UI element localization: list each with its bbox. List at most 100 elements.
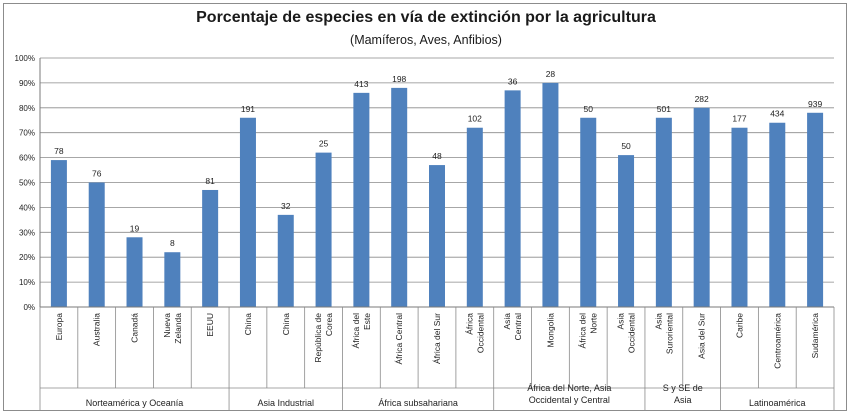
y-tick-label: 70%	[19, 129, 35, 138]
category-label: AsiaCentral	[502, 313, 523, 341]
category-label-line: Centroamérica	[772, 313, 782, 369]
group-label: África del Norte, Asia Occidental y Centr…	[527, 383, 611, 405]
bar	[391, 87, 408, 307]
bar	[353, 92, 370, 307]
category-label-line: Asia	[502, 313, 512, 330]
bar	[504, 90, 521, 308]
category-label-line: Canadá	[130, 313, 140, 343]
data-label: 48	[432, 151, 442, 161]
data-label: 434	[770, 109, 784, 119]
group-label: África subsahariana	[378, 398, 458, 408]
bar	[807, 112, 824, 307]
category-label-line: Asia	[616, 313, 626, 330]
category-label: EEUU	[205, 313, 215, 337]
category-label: Sudamérica	[810, 313, 820, 359]
category-label: AsiaSuroriental	[653, 313, 674, 354]
bar	[126, 237, 143, 307]
bars	[50, 82, 824, 308]
y-tick-label: 20%	[19, 253, 35, 262]
y-tick-label: 50%	[19, 179, 35, 188]
category-label: AsiaOccidental	[616, 313, 637, 353]
category-label: Mongolia	[545, 313, 555, 348]
category-label: ÁfricaOccidental	[464, 313, 485, 353]
category-label-line: República de	[313, 313, 323, 363]
labels: 0% 10% 20% 30% 40% 50% 60% 70% 80% 90% 100% 78 Europ…	[15, 54, 823, 408]
category-label-line: Occidental	[475, 313, 485, 353]
y-tick-label: 40%	[19, 203, 35, 212]
category-label: Canadá	[130, 313, 140, 343]
category-label-line: África del	[351, 313, 361, 349]
bar	[202, 189, 219, 307]
bar	[164, 252, 181, 307]
data-label: 501	[657, 104, 671, 114]
data-label: 28	[546, 69, 556, 79]
group-label: Latinoamérica	[749, 398, 806, 408]
category-label-line: Australia	[92, 313, 102, 346]
group-label-line: S y SE de	[663, 383, 703, 393]
y-tick-label: 10%	[19, 278, 35, 287]
group-label-line: Norteamérica y Oceanía	[86, 398, 184, 408]
category-label-line: Este	[362, 313, 372, 330]
category-label-line: EEUU	[205, 313, 215, 337]
category-label-line: Zelanda	[173, 313, 183, 344]
category-label-line: África del Sur	[432, 313, 442, 364]
group-label: S y SE de Asia	[663, 383, 703, 405]
data-label: 177	[732, 114, 746, 124]
data-label: 78	[54, 146, 64, 156]
data-label: 81	[205, 176, 215, 186]
group-label-line: Latinoamérica	[749, 398, 806, 408]
bar	[277, 214, 294, 307]
category-label-line: Caribe	[734, 313, 744, 338]
category-label: China	[243, 313, 253, 335]
group-label: Norteamérica y Oceanía	[86, 398, 184, 408]
category-label-line: Sudamérica	[810, 313, 820, 359]
axes	[39, 58, 835, 410]
data-label: 191	[241, 104, 255, 114]
y-tick-label: 80%	[19, 104, 35, 113]
category-label-line: Central	[513, 313, 523, 341]
y-tick-label: 0%	[23, 303, 35, 312]
category-label: África delEste	[351, 313, 372, 349]
data-label: 32	[281, 201, 291, 211]
bar	[618, 155, 635, 307]
group-label: Asia Industrial	[257, 398, 314, 408]
category-label-line: China	[281, 313, 291, 335]
data-label: 102	[468, 114, 482, 124]
group-label-line: África del Norte, Asia	[527, 383, 611, 393]
data-label: 19	[130, 223, 140, 233]
data-label: 282	[695, 94, 709, 104]
data-label: 50	[621, 141, 631, 151]
category-label: Asia del Sur	[697, 313, 707, 359]
bar	[88, 182, 105, 307]
group-label-line: África subsahariana	[378, 398, 458, 408]
category-label: Europa	[54, 313, 64, 341]
data-label: 25	[319, 139, 329, 149]
data-label: 413	[354, 79, 368, 89]
y-tick-label: 60%	[19, 154, 35, 163]
group-label-line: Asia	[674, 395, 692, 405]
category-label-line: Mongolia	[545, 313, 555, 348]
category-label: Caribe	[734, 313, 744, 338]
bar	[542, 82, 559, 308]
category-label-line: África Central	[394, 313, 404, 365]
bar	[315, 152, 332, 307]
chart-subtitle: (Mamíferos, Aves, Anfibios)	[350, 33, 502, 47]
group-label-line: Asia Industrial	[257, 398, 314, 408]
category-label: Australia	[92, 313, 102, 346]
y-tick-label: 100%	[15, 54, 35, 63]
bar	[239, 117, 256, 307]
category-label-line: África del	[578, 313, 588, 349]
category-label-line: África	[464, 313, 474, 335]
data-label: 50	[584, 104, 594, 114]
bar	[769, 122, 786, 308]
group-label-line: Occidental y Central	[529, 395, 610, 405]
chart-title: Porcentaje de especies en vía de extinci…	[196, 9, 656, 26]
data-label: 198	[392, 74, 406, 84]
data-label: 939	[808, 99, 822, 109]
category-label: África del Sur	[432, 313, 442, 364]
data-label: 76	[92, 169, 102, 179]
category-label-line: Corea	[324, 313, 334, 336]
data-label: 36	[508, 76, 518, 86]
category-label: Centroamérica	[772, 313, 782, 369]
